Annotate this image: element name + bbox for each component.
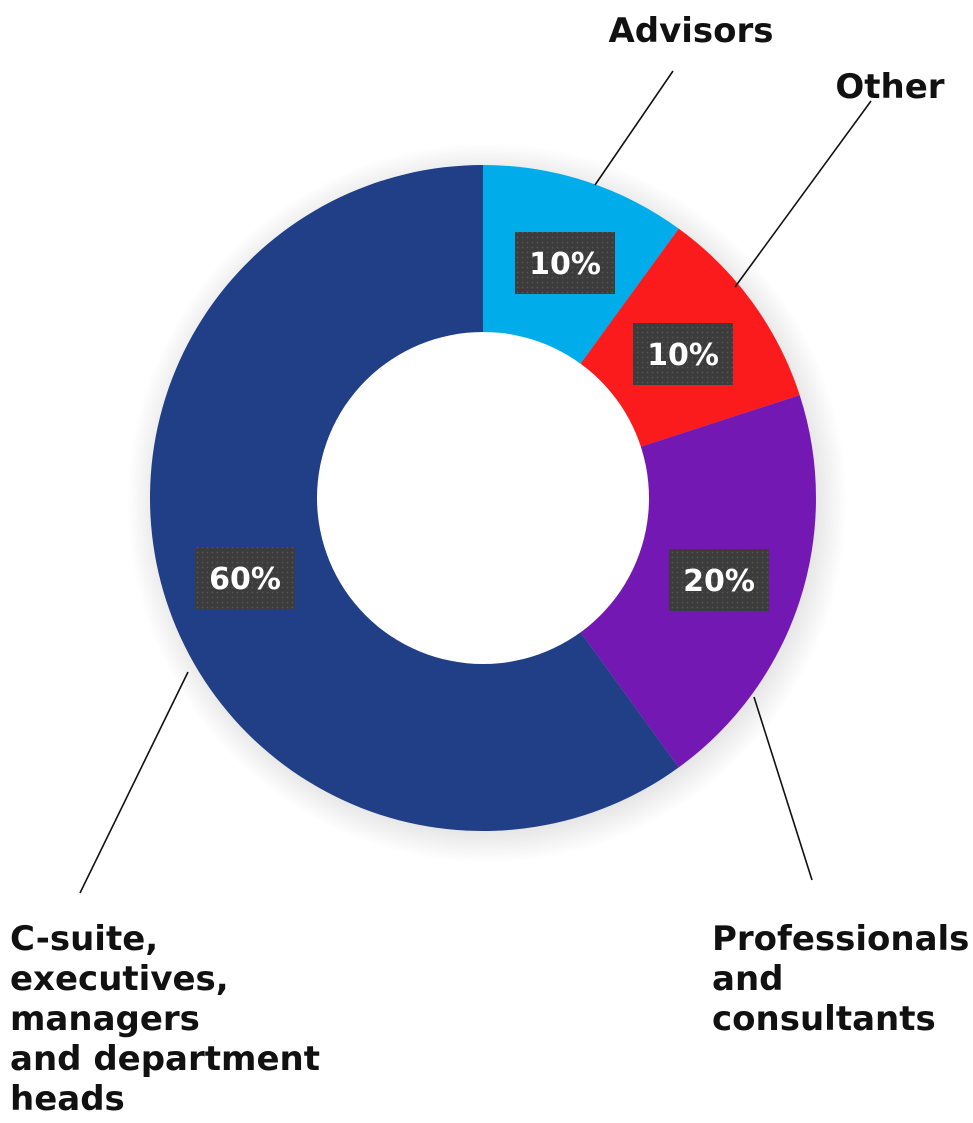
category-label-other: Other (835, 67, 944, 107)
value-label-csuite-group: 60% (195, 547, 295, 609)
donut-hole (317, 332, 649, 664)
leader-line-advisors (594, 70, 674, 186)
category-label-advisors-line: Advisors (608, 11, 773, 51)
value-label-advisors-box (515, 232, 615, 294)
value-label-professionals-box (669, 549, 769, 611)
category-label-advisors: Advisors (608, 11, 773, 51)
category-label-professionals: Professionals and consultants (712, 919, 969, 1039)
leader-line-professionals (753, 696, 813, 881)
category-label-professionals-line: and (712, 959, 784, 999)
value-labels-layer: 10% 10% 20% 60% (195, 232, 769, 611)
value-label-csuite: 60% (209, 562, 281, 597)
category-label-other-line: Other (835, 67, 944, 107)
value-label-other-box (633, 323, 733, 385)
value-label-professionals-group: 20% (669, 549, 769, 611)
category-label-csuite: C-suite, executives, managers and departmen… (10, 919, 320, 1119)
category-label-csuite-line: executives, (10, 959, 229, 999)
category-label-professionals-line: consultants (712, 999, 936, 1039)
leaders-layer (79, 70, 872, 894)
leader-line-csuite (79, 671, 189, 894)
category-label-professionals-line: Professionals (712, 919, 969, 959)
category-label-csuite-line: and department (10, 1039, 320, 1079)
category-label-csuite-line: C-suite, (10, 919, 158, 959)
value-label-other: 10% (647, 338, 719, 373)
value-label-csuite-box (195, 547, 295, 609)
category-label-csuite-line: managers (10, 999, 200, 1039)
category-labels-layer: Advisors Other Professionals and consultants… (10, 11, 969, 1119)
leader-line-other (734, 100, 872, 288)
value-label-advisors: 10% (529, 247, 601, 282)
value-label-advisors-group: 10% (515, 232, 615, 294)
value-label-other-group: 10% (633, 323, 733, 385)
value-label-professionals: 20% (683, 564, 755, 599)
category-label-csuite-line: heads (10, 1079, 125, 1119)
